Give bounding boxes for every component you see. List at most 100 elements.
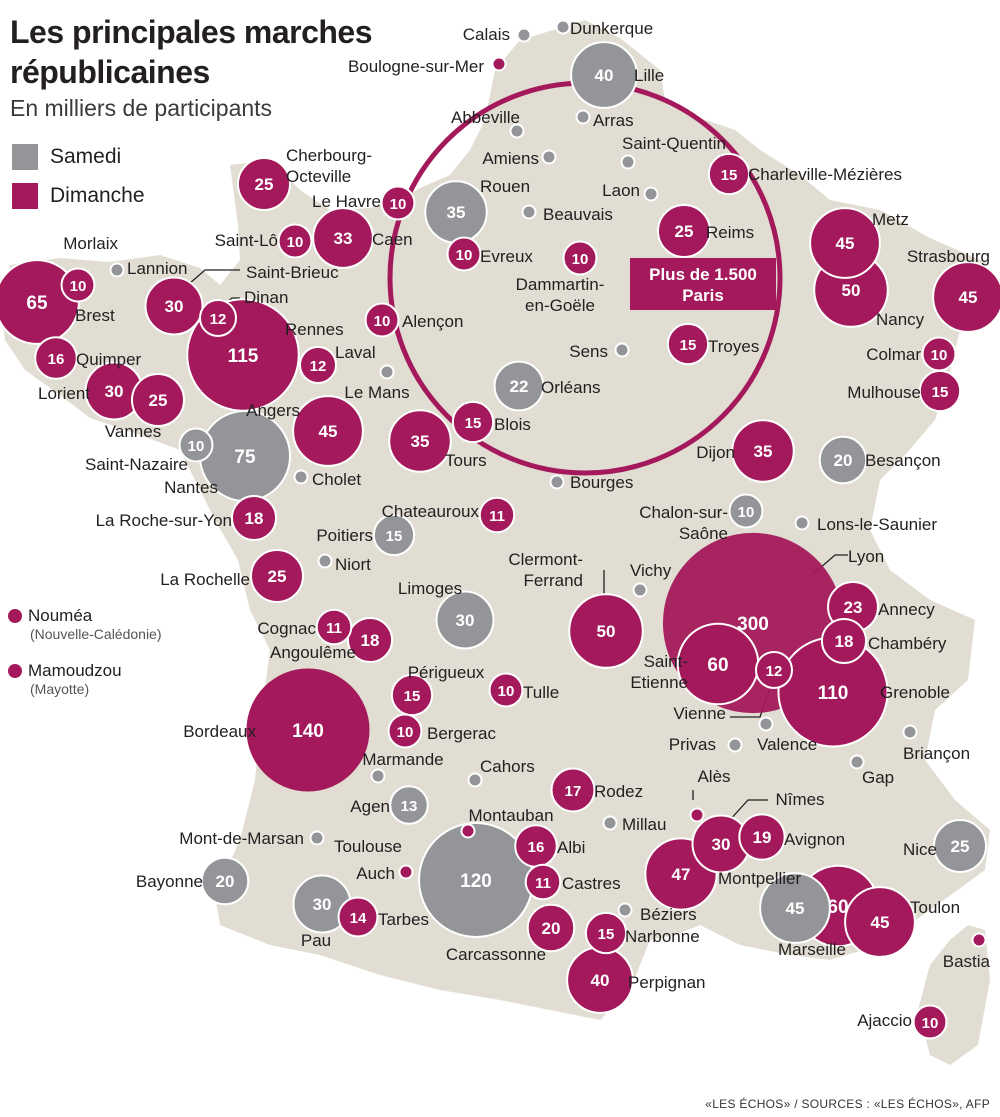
mont-de-marsan-samedi-marker <box>309 830 325 846</box>
lons-le-saunier-label: Lons-le-Saunier <box>817 515 937 534</box>
nice-label: Nice <box>903 840 937 859</box>
bayonne-label: Bayonne <box>136 872 203 891</box>
tulle-dimanche-marker <box>488 672 524 708</box>
agen-samedi-marker <box>389 785 429 825</box>
avignon-dimanche-marker <box>738 813 786 861</box>
reims-dimanche-marker <box>657 204 711 258</box>
bayonne-samedi-value: 20 <box>216 872 235 891</box>
bayonne-samedi-marker <box>200 856 250 906</box>
vichy-samedi-marker <box>632 582 648 598</box>
charleville-mezieres-label: Charleville-Mézières <box>748 165 902 184</box>
reims-dimanche-value: 25 <box>675 222 694 241</box>
caen-label: Caen <box>372 230 413 249</box>
marseille-dimanche-value: 60 <box>827 897 848 918</box>
quimper-dimanche-marker <box>34 336 78 380</box>
brest-label: Brest <box>75 306 115 325</box>
dinan-label: Dinan <box>244 288 288 307</box>
bastia-dimanche-marker <box>971 932 987 948</box>
rouen-label: Rouen <box>480 177 530 196</box>
laon-label: Laon <box>602 181 640 200</box>
lille-samedi-value: 40 <box>595 66 614 85</box>
troyes-label: Troyes <box>708 337 759 356</box>
angouleme-dimanche-value: 18 <box>361 631 380 650</box>
millau-samedi-marker <box>602 815 618 831</box>
montauban-label: Montauban <box>468 806 553 825</box>
niort-samedi-marker <box>317 553 333 569</box>
abbeville-samedi-marker <box>509 123 525 139</box>
avignon-dimanche-value: 19 <box>753 828 772 847</box>
clermont-ferrand-label: Clermont-Ferrand <box>508 550 583 590</box>
lannion-samedi-marker <box>109 262 125 278</box>
alencon-dimanche-marker <box>364 302 400 338</box>
orleans-samedi-value: 22 <box>510 377 529 396</box>
castres-dimanche-value: 11 <box>535 875 551 892</box>
page-title: Les principales marches républicaines <box>10 12 373 92</box>
legend-samedi-label: Samedi <box>50 145 122 168</box>
limoges-label: Limoges <box>398 579 462 598</box>
angers-dimanche-value: 45 <box>319 422 338 441</box>
saint-quentin-label: Saint-Quentin <box>622 134 726 153</box>
bergerac-dimanche-value: 10 <box>397 724 414 741</box>
quimper-label: Quimper <box>76 350 142 369</box>
evreux-dimanche-value: 10 <box>456 247 473 264</box>
lille-label: Lille <box>634 66 664 85</box>
nice-samedi-value: 25 <box>951 837 970 856</box>
tours-dimanche-marker <box>388 409 452 473</box>
morlaix-dimanche-value: 10 <box>70 278 87 295</box>
morlaix-dimanche-marker <box>60 267 96 303</box>
clermont-ferrand-dimanche-marker <box>568 593 644 669</box>
calais-label: Calais <box>463 25 510 44</box>
noumea-sub: (Nouvelle-Calédonie) <box>30 626 162 642</box>
toulon-label: Toulon <box>910 898 960 917</box>
la-roche-sur-yon-label: La Roche-sur-Yon <box>96 511 232 530</box>
saint-quentin-samedi-marker <box>620 154 636 170</box>
toulouse-label: Toulouse <box>334 837 402 856</box>
noumea-name: Nouméa <box>28 606 93 625</box>
le-mans-samedi-marker <box>379 364 395 380</box>
arras-samedi-marker <box>575 109 591 125</box>
auch-dimanche-marker <box>398 864 414 880</box>
mulhouse-dimanche-value: 15 <box>932 384 949 401</box>
carcassonne-label: Carcassonne <box>446 945 546 964</box>
tulle-label: Tulle <box>523 683 559 702</box>
vannes-label: Vannes <box>105 422 161 441</box>
lorient-label: Lorient <box>38 384 90 403</box>
chambery-dimanche-marker <box>820 617 868 665</box>
chalon-sur-saone-samedi-marker <box>728 493 764 529</box>
montpellier-label: Montpellier <box>718 869 801 888</box>
troyes-dimanche-marker <box>666 322 710 366</box>
ajaccio-label: Ajaccio <box>857 1011 912 1030</box>
saint-lo-label: Saint-Lô <box>215 231 278 250</box>
le-mans-label: Le Mans <box>344 383 409 402</box>
strasbourg-label: Strasbourg <box>907 247 990 266</box>
labels-layer: Lille Calais Dunkerque Boulogne-sur-Mer Abbe… <box>38 19 991 1030</box>
poitiers-label: Poitiers <box>316 526 373 545</box>
troyes-dimanche-value: 15 <box>680 337 697 354</box>
narbonne-dimanche-value: 15 <box>598 926 615 943</box>
marseille-samedi-value: 45 <box>786 899 805 918</box>
saint-brieuc-label: Saint-Brieuc <box>246 263 339 282</box>
dijon-label: Dijon <box>696 443 735 462</box>
chalon-sur-saone-samedi-value: 10 <box>738 504 755 521</box>
alencon-label: Alençon <box>402 312 463 331</box>
clermont-ferrand-dimanche-value: 50 <box>597 622 616 641</box>
gap-label: Gap <box>862 768 894 787</box>
rodez-dimanche-value: 17 <box>565 783 582 800</box>
subtitle: En milliers de participants <box>10 95 273 121</box>
metz-dimanche-value: 45 <box>836 234 855 253</box>
rodez-label: Rodez <box>594 782 643 801</box>
chateauroux-dimanche-marker <box>478 496 516 534</box>
le-havre-dimanche-value: 10 <box>390 196 407 213</box>
bubbles-layer: 300 140 120 115 110 75 65 60 60 50 50 47 45 45 45 45 45 4… <box>0 19 1000 1040</box>
cognac-dimanche-marker <box>315 608 353 646</box>
caen-dimanche-marker <box>312 207 374 269</box>
mont-de-marsan-label: Mont-de-Marsan <box>179 829 304 848</box>
vannes-dimanche-value: 25 <box>149 391 168 410</box>
la-roche-sur-yon-dimanche-marker <box>230 494 278 542</box>
boulogne-sur-mer-dimanche-marker <box>491 56 507 72</box>
legend-dimanche-label: Dimanche <box>50 184 145 207</box>
grenoble-dimanche-value: 110 <box>818 683 849 704</box>
amiens-samedi-marker <box>541 149 557 165</box>
rennes-label: Rennes <box>285 320 344 339</box>
